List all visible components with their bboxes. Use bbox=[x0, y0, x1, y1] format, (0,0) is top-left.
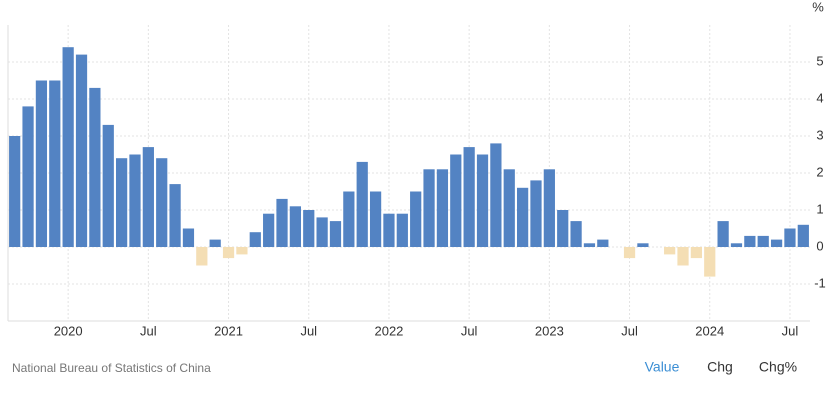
bar bbox=[316, 217, 328, 247]
bar bbox=[583, 243, 596, 247]
x-tick-label: 2024 bbox=[695, 323, 724, 338]
bar bbox=[476, 154, 489, 247]
bar bbox=[129, 154, 141, 247]
bar bbox=[169, 184, 181, 247]
bar bbox=[410, 191, 422, 247]
bar bbox=[784, 228, 796, 247]
bar bbox=[102, 124, 114, 247]
bar bbox=[116, 158, 128, 247]
bar bbox=[436, 169, 449, 247]
y-tick-label: 0 bbox=[816, 238, 823, 253]
bar bbox=[623, 247, 636, 259]
bar bbox=[303, 210, 315, 247]
bar bbox=[343, 191, 355, 247]
bar bbox=[664, 247, 676, 255]
bar bbox=[396, 213, 408, 247]
bar bbox=[463, 147, 475, 247]
x-tick-label: Jul bbox=[461, 323, 478, 338]
x-tick-label: 2023 bbox=[535, 323, 564, 338]
bar bbox=[637, 243, 649, 247]
x-tick-label: Jul bbox=[140, 323, 157, 338]
bar bbox=[383, 213, 395, 247]
value-button[interactable]: Value bbox=[645, 359, 680, 375]
bar bbox=[704, 247, 716, 277]
bar bbox=[543, 169, 555, 247]
source: National Bureau of Statistics of China bbox=[12, 361, 211, 375]
bar bbox=[717, 221, 729, 247]
bar bbox=[450, 154, 462, 247]
bar bbox=[9, 136, 21, 247]
bar bbox=[744, 235, 756, 247]
bar bbox=[89, 87, 101, 248]
bar bbox=[677, 247, 689, 266]
bar bbox=[222, 247, 235, 259]
bar bbox=[730, 243, 743, 247]
x-tick-label: Jul bbox=[782, 323, 799, 338]
bar bbox=[75, 54, 88, 247]
chg-button[interactable]: Chg bbox=[707, 359, 733, 375]
bar bbox=[517, 187, 529, 247]
bar bbox=[236, 247, 248, 255]
bar bbox=[329, 221, 342, 247]
bar bbox=[770, 239, 783, 247]
bar bbox=[196, 247, 208, 266]
bar bbox=[690, 247, 702, 259]
y-tick-label: 1 bbox=[816, 201, 823, 216]
bar bbox=[423, 169, 435, 247]
y-tick-label: 5 bbox=[816, 53, 823, 68]
bar bbox=[356, 161, 368, 247]
bar bbox=[597, 239, 609, 247]
x-tick-label: Jul bbox=[300, 323, 317, 338]
bar bbox=[35, 80, 48, 247]
bar bbox=[62, 47, 74, 248]
bar bbox=[209, 239, 221, 247]
x-tick-label: 2022 bbox=[374, 323, 403, 338]
bar bbox=[490, 143, 502, 247]
bar bbox=[570, 221, 582, 247]
bar bbox=[369, 191, 382, 247]
bar bbox=[797, 224, 809, 247]
x-tick-label: Jul bbox=[621, 323, 638, 338]
bar bbox=[503, 169, 515, 247]
bar bbox=[289, 206, 301, 247]
y-tick-label: -1 bbox=[814, 275, 826, 290]
bar bbox=[557, 210, 569, 247]
bar bbox=[182, 228, 195, 247]
x-tick-label: 2021 bbox=[214, 323, 243, 338]
bar bbox=[49, 80, 61, 247]
bar bbox=[142, 147, 154, 247]
bar bbox=[276, 198, 288, 247]
bar bbox=[263, 213, 275, 247]
y-tick-label: 3 bbox=[816, 127, 823, 142]
y-tick-label: 2 bbox=[816, 164, 823, 179]
bar bbox=[757, 235, 769, 247]
y-tick-label: 4 bbox=[816, 90, 823, 105]
x-tick-label: 2020 bbox=[54, 323, 83, 338]
bar bbox=[22, 106, 34, 248]
bar bbox=[156, 158, 168, 247]
chgpct-button[interactable]: Chg% bbox=[759, 359, 797, 375]
bar bbox=[249, 232, 261, 247]
bar bbox=[530, 180, 542, 247]
unit-label: % bbox=[812, 0, 824, 14]
